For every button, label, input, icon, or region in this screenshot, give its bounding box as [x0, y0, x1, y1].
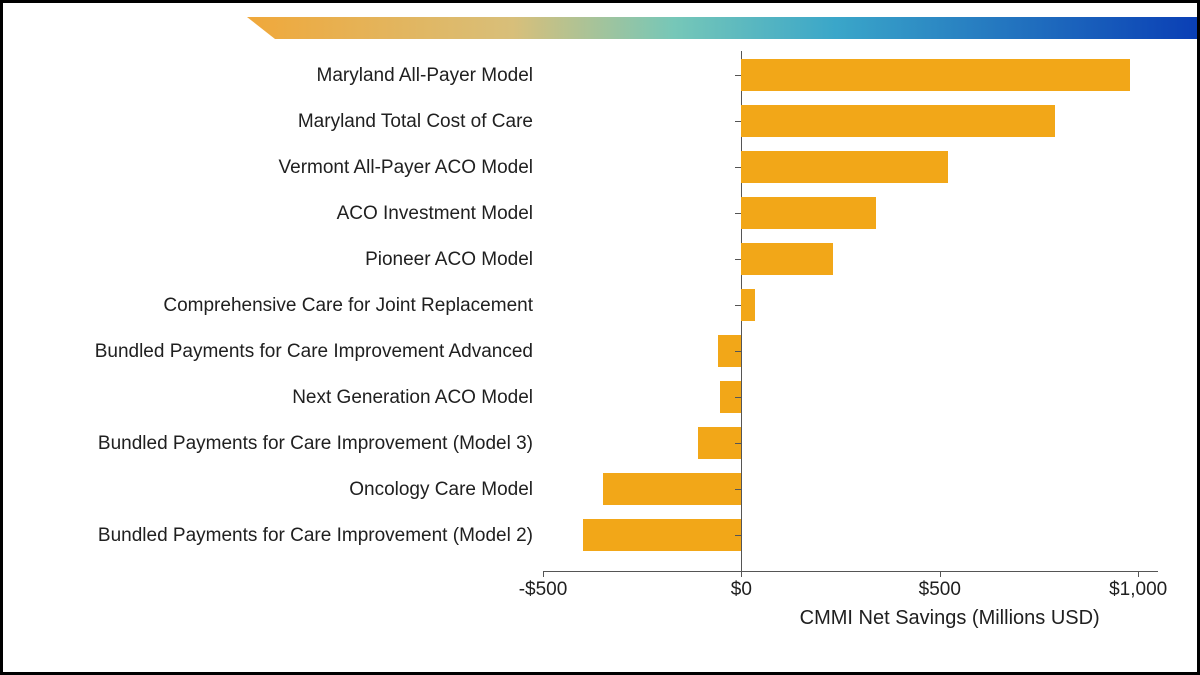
category-label: Maryland All-Payer Model: [317, 66, 543, 85]
x-tick: [741, 571, 742, 577]
y-tick: [735, 121, 741, 122]
chart-area: -$500$0$500$1,000Maryland All-Payer Mode…: [63, 51, 1158, 607]
category-label: Maryland Total Cost of Care: [298, 112, 543, 131]
x-axis-title: CMMI Net Savings (Millions USD): [750, 607, 1150, 630]
y-tick: [735, 443, 741, 444]
x-tick: [543, 571, 544, 577]
gradient-banner: [247, 17, 1197, 39]
category-label: Pioneer ACO Model: [365, 250, 543, 269]
y-tick: [735, 167, 741, 168]
x-tick: [940, 571, 941, 577]
bar: [741, 289, 755, 321]
x-tick: [1138, 571, 1139, 577]
bar: [583, 519, 742, 551]
bar: [741, 197, 876, 229]
x-tick-label: -$500: [503, 579, 583, 601]
category-label: Next Generation ACO Model: [292, 388, 543, 407]
bar: [741, 243, 832, 275]
y-tick: [735, 305, 741, 306]
y-tick: [735, 213, 741, 214]
x-tick-label: $1,000: [1098, 579, 1178, 601]
bar: [603, 473, 742, 505]
bar: [741, 59, 1130, 91]
y-tick: [735, 535, 741, 536]
banner-svg: [247, 17, 1197, 39]
category-label: ACO Investment Model: [337, 204, 543, 223]
y-tick: [735, 397, 741, 398]
chart-frame: -$500 $0 $500 $1,000 Maryland All-Payer Mode…: [0, 0, 1200, 675]
y-tick: [735, 259, 741, 260]
y-tick: [735, 489, 741, 490]
category-label: Oncology Care Model: [349, 480, 543, 499]
plot-region: -$500$0$500$1,000Maryland All-Payer Mode…: [543, 51, 1158, 571]
category-label: Comprehensive Care for Joint Replacement: [163, 296, 543, 315]
category-label: Bundled Payments for Care Improvement (M…: [98, 526, 543, 545]
y-tick: [735, 75, 741, 76]
x-tick-label: $500: [900, 579, 980, 601]
x-axis-line: [543, 571, 1158, 572]
category-label: Bundled Payments for Care Improvement (M…: [98, 434, 543, 453]
y-tick: [735, 351, 741, 352]
x-tick-label: $0: [701, 579, 781, 601]
category-label: Bundled Payments for Care Improvement Ad…: [95, 342, 543, 361]
bar: [741, 151, 947, 183]
category-label: Vermont All-Payer ACO Model: [279, 158, 544, 177]
bar: [741, 105, 1054, 137]
